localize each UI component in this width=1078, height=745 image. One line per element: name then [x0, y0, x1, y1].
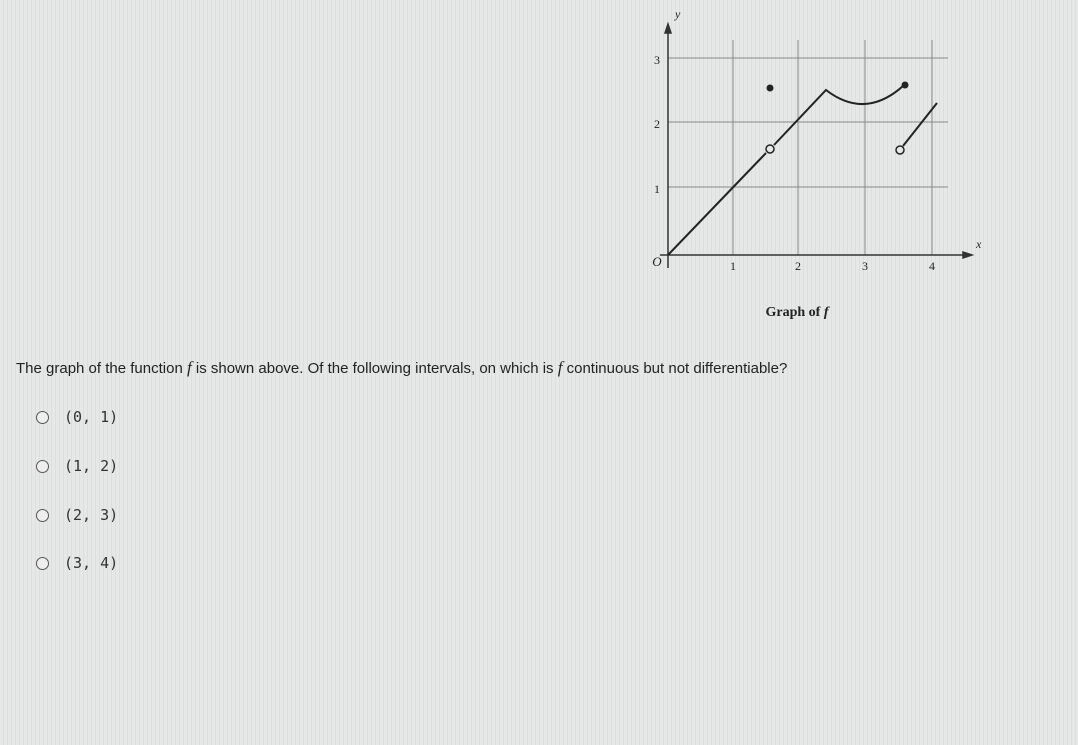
x-axis-label: x — [975, 237, 982, 251]
closed-point — [901, 81, 909, 89]
question-text: The graph of the function — [16, 360, 187, 377]
radio-button[interactable] — [36, 556, 49, 570]
option[interactable]: (0, 1) — [36, 408, 118, 426]
x-tick-label: 1 — [730, 259, 736, 273]
radio-button[interactable] — [36, 459, 49, 473]
graph-caption: Graph of f — [765, 305, 829, 320]
closed-point — [766, 84, 774, 92]
y-tick-label: 2 — [654, 117, 660, 131]
axes — [660, 21, 975, 268]
y-tick-label: 3 — [654, 53, 660, 67]
question: The graph of the function f is shown abo… — [16, 358, 787, 378]
open-point — [765, 144, 775, 154]
question-text: is shown above. Of the following interva… — [191, 360, 558, 377]
graph: y x 3 2 1 O 1 2 3 4 Graph of f — [652, 7, 982, 320]
caption-symbol: f — [824, 305, 830, 320]
option[interactable]: (1, 2) — [36, 457, 118, 475]
option-label[interactable]: (3, 4) — [64, 554, 119, 572]
y-tick-label: 1 — [654, 182, 660, 196]
function-curve — [667, 85, 938, 256]
caption-text: Graph of — [765, 305, 823, 320]
x-tick-label: 2 — [795, 259, 801, 273]
x-tick-label: 4 — [929, 259, 935, 273]
question-text: continuous but not differentiable? — [562, 360, 788, 377]
grid — [668, 40, 948, 255]
function-symbol: f — [186, 358, 192, 377]
radio-button[interactable] — [36, 410, 49, 424]
x-tick-label: 3 — [862, 259, 868, 273]
option[interactable]: (2, 3) — [36, 506, 118, 524]
option-label[interactable]: (0, 1) — [64, 408, 119, 426]
y-axis-label: y — [674, 7, 681, 21]
option-label[interactable]: (2, 3) — [64, 506, 119, 524]
option[interactable]: (3, 4) — [36, 554, 118, 572]
radio-button[interactable] — [36, 508, 49, 522]
option-label[interactable]: (1, 2) — [64, 457, 119, 475]
open-point — [895, 145, 905, 155]
function-symbol: f — [557, 358, 563, 377]
origin-label: O — [652, 254, 662, 269]
